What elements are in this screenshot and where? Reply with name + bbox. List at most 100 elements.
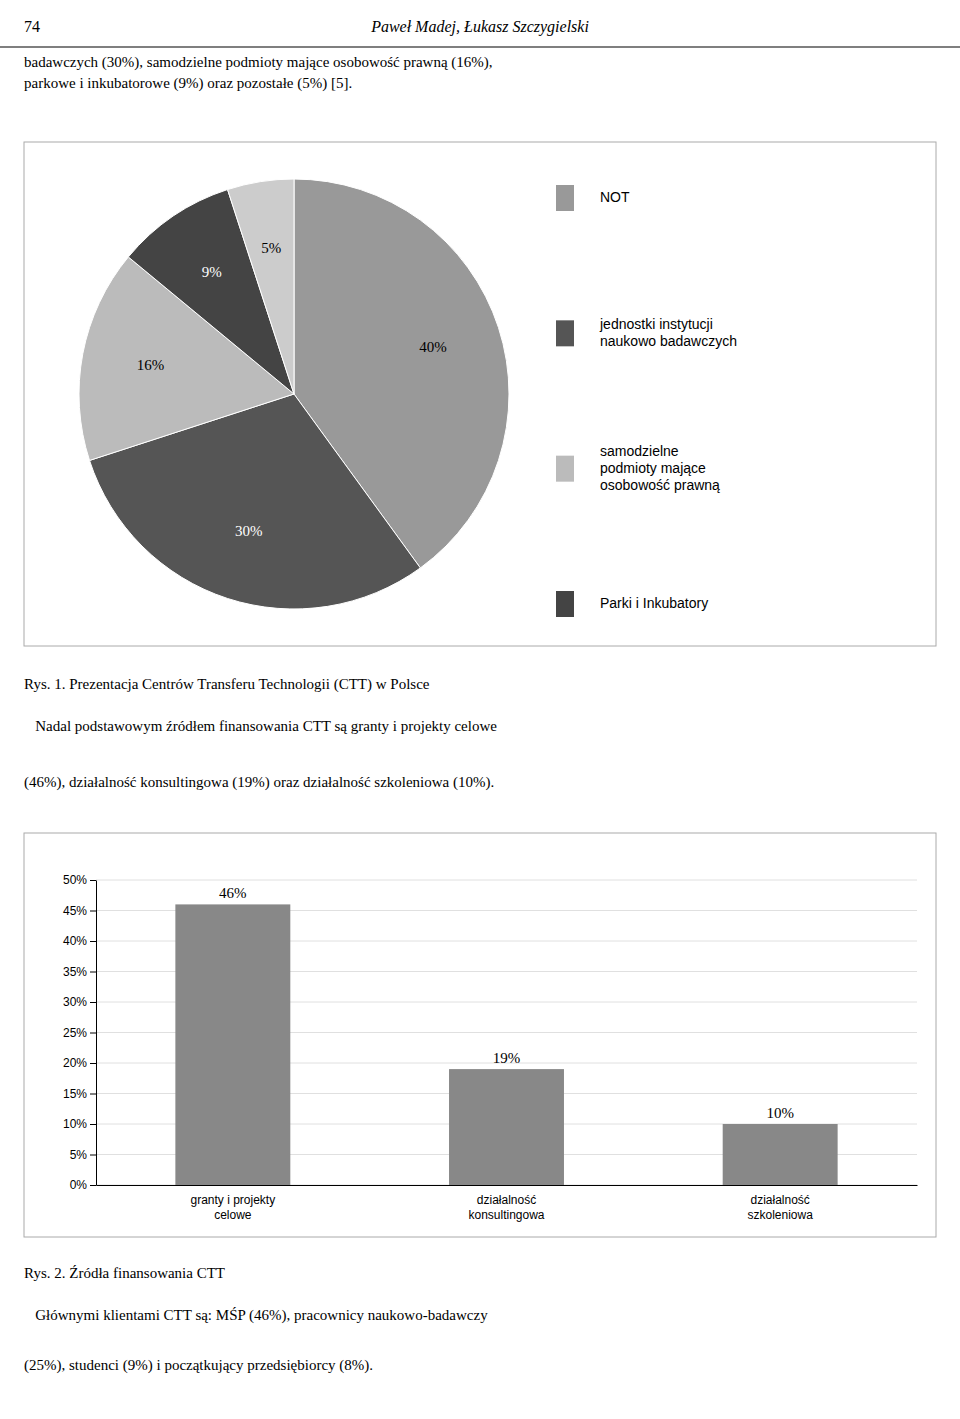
tick-label: 35% xyxy=(63,965,87,979)
legend-entry: jednostki instytucjinaukowo badawczych xyxy=(599,316,737,349)
tick-label: 45% xyxy=(63,904,87,918)
legend-entry: samodzielnepodmioty mająceosobowość praw… xyxy=(600,442,720,492)
legend-swatch xyxy=(556,185,574,211)
tick-mark xyxy=(90,1155,96,1156)
tick: 20% xyxy=(63,1056,96,1070)
tick-label: 20% xyxy=(63,1056,87,1070)
text-line: Rys. 1. Prezentacja Centrów Transferu Te… xyxy=(24,676,430,693)
text-line: celowe xyxy=(214,1208,252,1222)
axis-line xyxy=(97,1185,918,1186)
text-line: 74 xyxy=(24,18,40,35)
text-line: Głównymi klientami CTT są: MŚP (46%), pr… xyxy=(24,1307,488,1324)
text-line: badawczych (30%), samodzielne podmioty m… xyxy=(24,54,493,71)
legend-entry: Parki i Inkubatory xyxy=(600,595,708,611)
data-label: 19% xyxy=(493,1050,521,1066)
tick-mark xyxy=(90,1094,96,1095)
y-axis: 0% 5% 10% 15% 20% 25% 30% 35% 40% 45% 50% xyxy=(63,873,97,1192)
tick: 10% xyxy=(63,1117,96,1131)
data-label: 10% xyxy=(766,1105,794,1121)
data-label: 40% xyxy=(419,339,447,355)
tick: 15% xyxy=(63,1087,96,1101)
tick-label: 50% xyxy=(63,873,87,887)
tick-label: działalnośćkonsultingowa xyxy=(468,1193,544,1222)
data-label: 5% xyxy=(261,240,281,256)
text-line: jednostki instytucji xyxy=(599,316,713,332)
pie-chart: 74 Paweł Madej, Łukasz Szczygielski badawc… xyxy=(0,18,960,791)
pie-slice xyxy=(228,179,294,394)
footer-text: (25%), studenci (9%) i początkujący prze… xyxy=(24,1357,373,1374)
text-line: działalność xyxy=(750,1193,809,1207)
text-line: NOT xyxy=(600,189,630,205)
legend-swatch xyxy=(556,591,574,617)
chart-title: Rys. 2. Źródła finansowania CTT xyxy=(24,1265,225,1281)
tick: 5% xyxy=(70,1148,96,1162)
legend: NOT jednostki instytucjinaukowo badawczyc… xyxy=(556,185,737,617)
grid xyxy=(96,880,917,1185)
tick-mark xyxy=(90,972,96,973)
tick-mark xyxy=(90,880,96,881)
header-rule xyxy=(0,46,960,47)
text-line: parkowe i inkubatorowe (9%) oraz pozosta… xyxy=(24,75,352,92)
tick: 50% xyxy=(63,873,96,887)
tick-label: 5% xyxy=(70,1148,88,1162)
text-line: Rys. 2. Źródła finansowania CTT xyxy=(24,1265,225,1281)
bars xyxy=(175,904,837,1185)
tick-mark xyxy=(90,1063,96,1064)
tick-label: 10% xyxy=(63,1117,87,1131)
legend-swatch xyxy=(556,320,574,346)
text-line: osobowość prawną xyxy=(600,476,720,492)
text-line: granty i projekty xyxy=(190,1193,275,1207)
figure-frame xyxy=(24,833,936,1237)
tick-label: granty i projektycelowe xyxy=(190,1193,275,1222)
tick-label: 40% xyxy=(63,934,87,948)
page-header-center: Paweł Madej, Łukasz Szczygielski xyxy=(370,18,589,36)
tick: 45% xyxy=(63,904,96,918)
data-label: 30% xyxy=(235,523,263,539)
tick-mark xyxy=(90,1002,96,1003)
page-header-left: 74 xyxy=(24,18,40,35)
data-label: 46% xyxy=(219,885,247,901)
tick: 25% xyxy=(63,1026,96,1040)
legend-swatch xyxy=(556,456,574,482)
data-label: 9% xyxy=(202,264,222,280)
tick-label: 25% xyxy=(63,1026,87,1040)
chart-title: Rys. 1. Prezentacja Centrów Transferu Te… xyxy=(24,676,430,693)
tick-mark xyxy=(90,1124,96,1125)
data-labels: 46% 19% 10% xyxy=(219,885,794,1121)
tick-label: 0% xyxy=(70,1178,88,1192)
body-text: (46%), działalność konsultingowa (19%) o… xyxy=(24,774,494,791)
figure-frame xyxy=(24,142,936,646)
text-line: samodzielne xyxy=(600,442,679,458)
text-line: Paweł Madej, Łukasz Szczygielski xyxy=(370,18,589,36)
footer-text: Głównymi klientami CTT są: MŚP (46%), pr… xyxy=(24,1307,488,1324)
tick: 30% xyxy=(63,995,96,1009)
text-line: konsultingowa xyxy=(468,1208,544,1222)
axis-line xyxy=(96,881,97,1186)
text-line: Parki i Inkubatory xyxy=(600,595,708,611)
bar xyxy=(449,1069,564,1185)
text-line: Nadal podstawowym źródłem finansowania C… xyxy=(24,718,497,734)
text-line: szkoleniowa xyxy=(747,1208,813,1222)
tick-label: 15% xyxy=(63,1087,87,1101)
tick-mark xyxy=(90,1185,96,1186)
text-line: działalność xyxy=(477,1193,536,1207)
legend-entry: NOT xyxy=(600,189,630,205)
tick: działalnośćkonsultingowa xyxy=(468,1193,544,1222)
bar xyxy=(723,1124,838,1185)
text-line: (25%), studenci (9%) i początkujący prze… xyxy=(24,1357,373,1374)
tick: 0% xyxy=(70,1178,96,1192)
tick: granty i projektycelowe xyxy=(190,1193,275,1222)
tick: działalnośćszkoleniowa xyxy=(747,1193,813,1222)
tick-label: działalnośćszkoleniowa xyxy=(747,1193,813,1222)
pie: 40%30%16%9%5% xyxy=(79,179,509,609)
body-text: Nadal podstawowym źródłem finansowania C… xyxy=(24,718,497,734)
tick-mark xyxy=(90,941,96,942)
text-line: (46%), działalność konsultingowa (19%) o… xyxy=(24,774,494,791)
bar-chart: 0% 5% 10% 15% 20% 25% 30% 35% 40% 45% 50% granty i … xyxy=(24,833,936,1374)
text-line: podmioty mające xyxy=(600,459,706,475)
grid-line xyxy=(96,880,917,881)
page: 74 Paweł Madej, Łukasz Szczygielski badawc… xyxy=(0,0,960,1419)
intro-text: badawczych (30%), samodzielne podmioty m… xyxy=(24,54,493,92)
x-axis: granty i projektycelowedziałalnośćkonsul… xyxy=(97,1186,918,1222)
tick-label: 30% xyxy=(63,995,87,1009)
